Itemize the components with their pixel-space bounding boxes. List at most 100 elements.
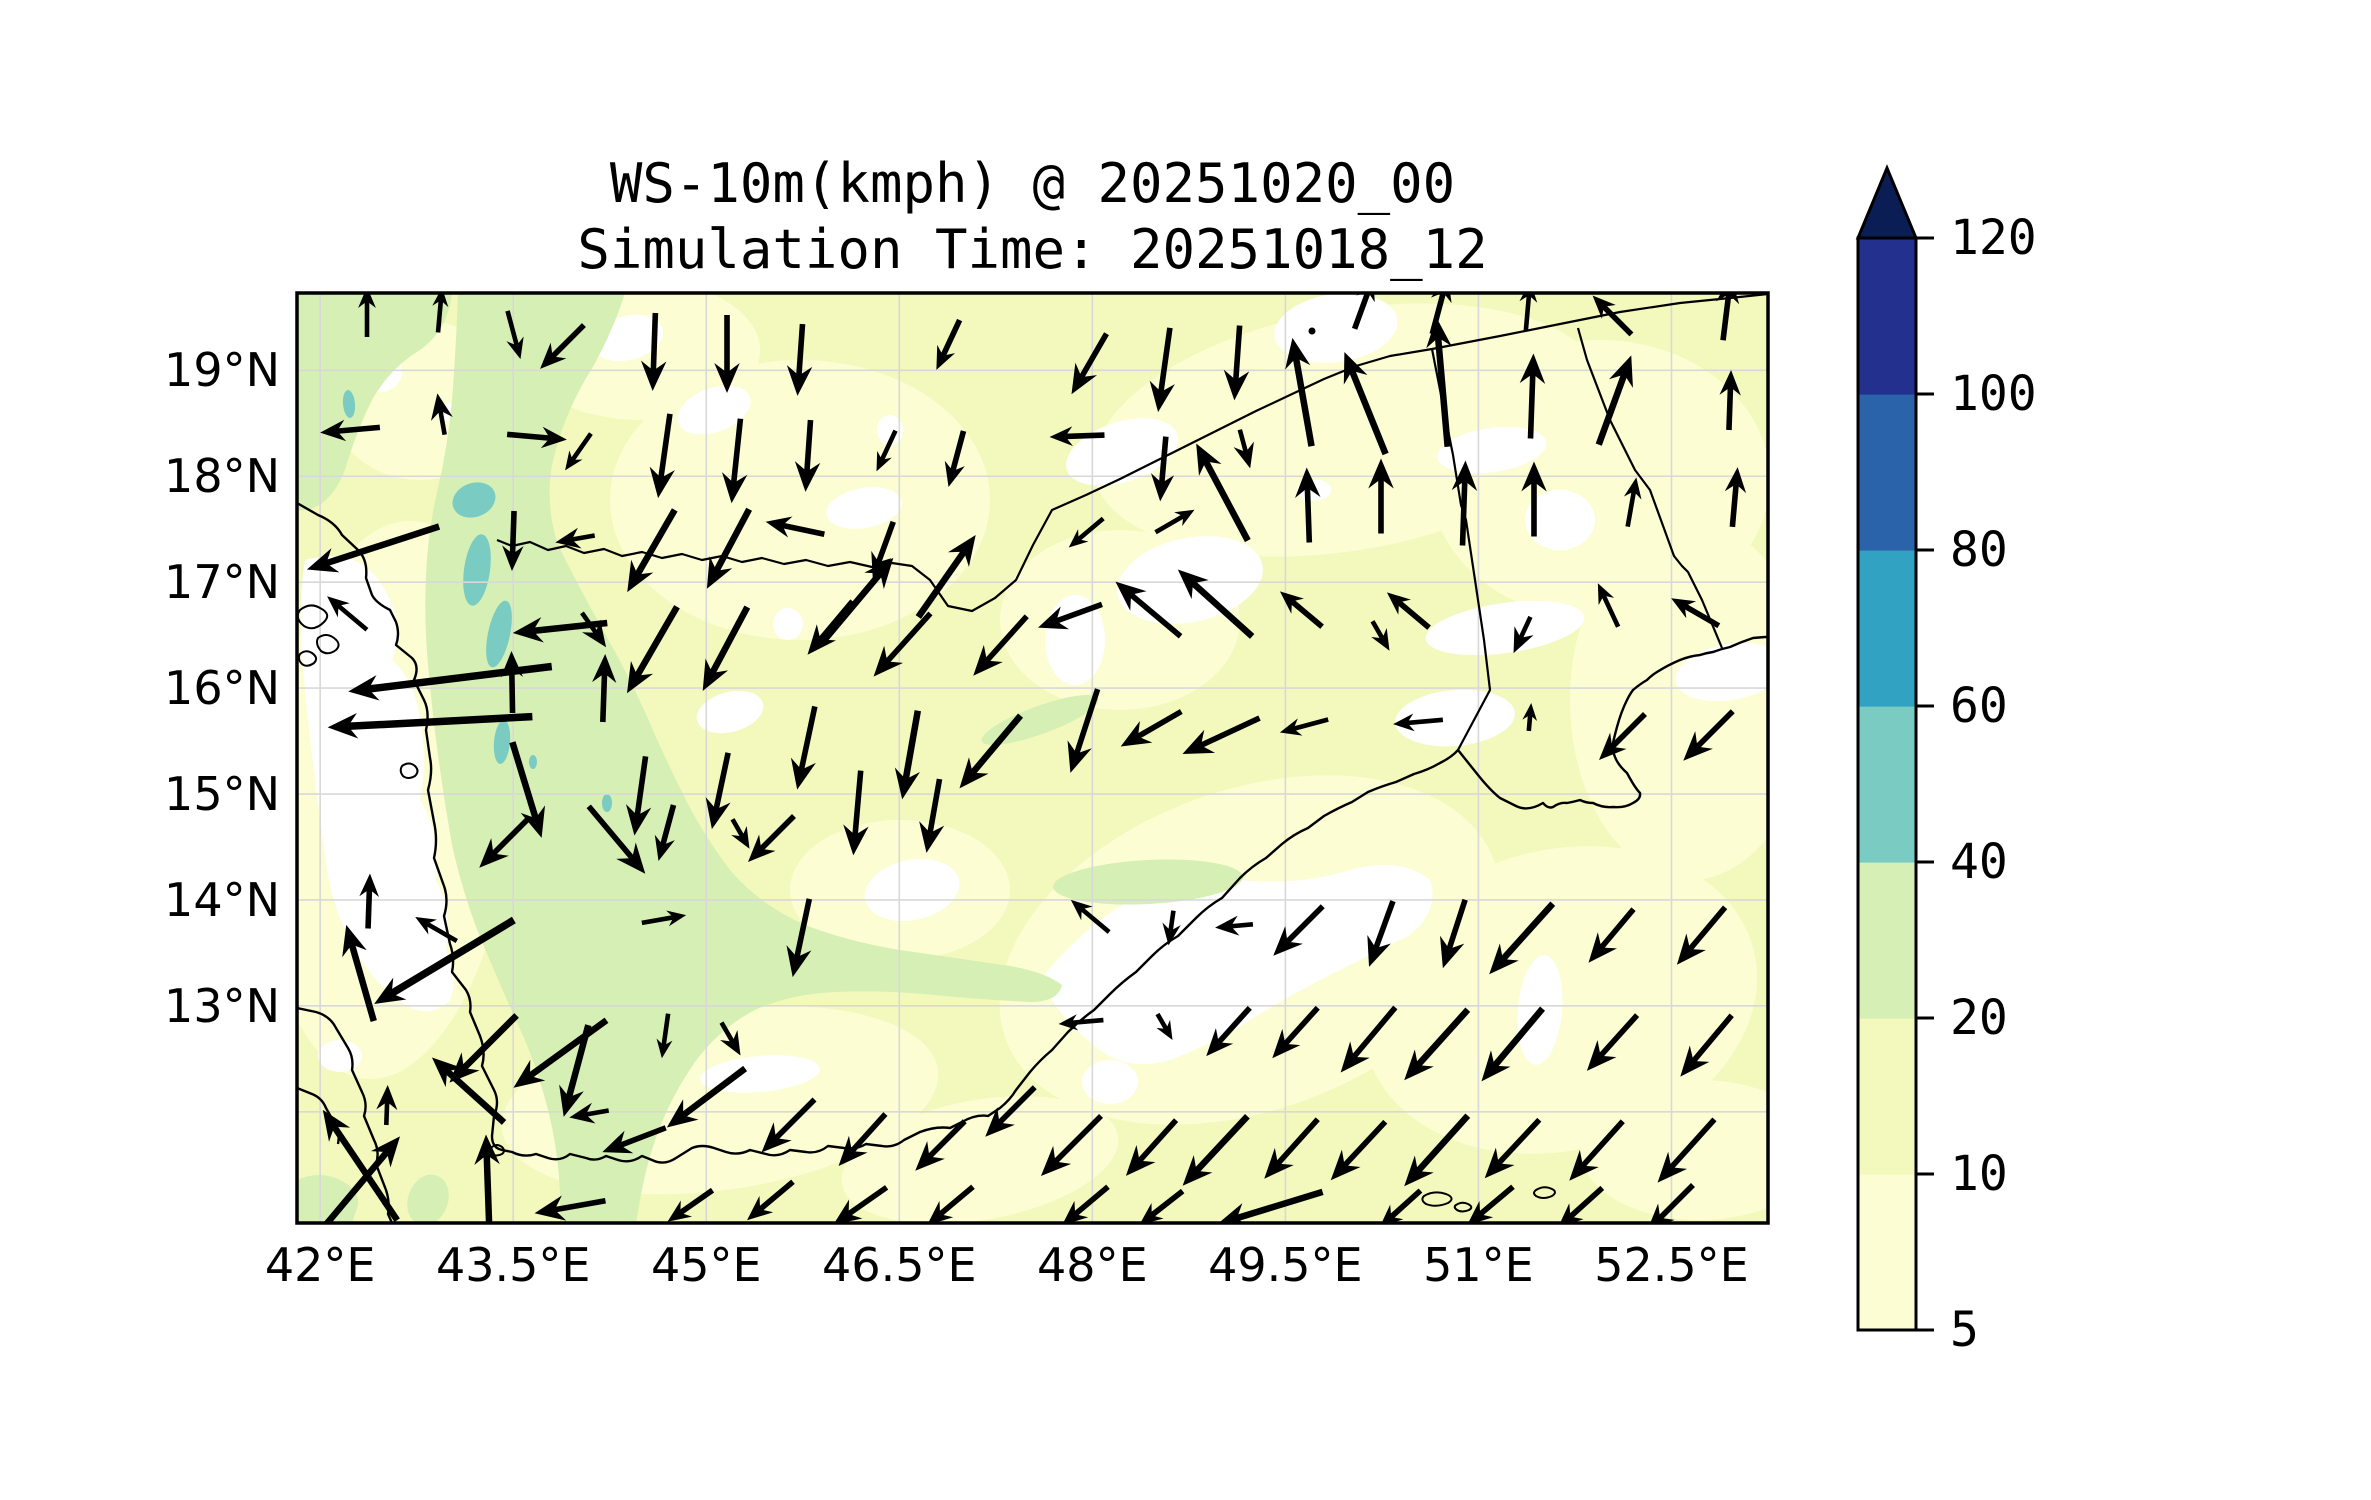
wind-arrow-shaft: [384, 1101, 390, 1126]
wind-arrow: [915, 1119, 967, 1171]
wind-arrow-shaft: [849, 1112, 888, 1154]
wind-arrow: [1155, 1012, 1173, 1040]
wind-arrow-shaft: [650, 312, 659, 371]
wind-arrow: [1671, 598, 1721, 629]
wind-arrow-head: [1683, 731, 1713, 761]
wind-arrow-shaft: [1610, 712, 1647, 749]
wind-arrow: [449, 1013, 519, 1083]
wind-arrow-shaft: [1595, 373, 1628, 446]
wind-arrow: [509, 741, 546, 838]
wind-arrow-shaft: [798, 705, 818, 771]
wind-arrow-shaft: [1349, 369, 1389, 456]
wind-arrow: [374, 916, 516, 1004]
contour-patch-lt5: [1082, 1060, 1138, 1104]
wind-arrow-head: [342, 924, 367, 958]
wind-arrow-shaft: [1065, 432, 1105, 440]
wind-arrow-head: [1264, 1147, 1294, 1179]
wind-arrow: [1071, 332, 1109, 395]
wind-arrow: [1223, 325, 1250, 401]
wind-arrow: [1294, 467, 1321, 543]
colorbar-segment: [1858, 862, 1916, 1019]
wind-arrow-shaft: [1199, 715, 1261, 748]
wind-arrow: [807, 599, 855, 655]
wind-arrow-shaft: [1720, 293, 1732, 341]
contour-patch-band_40_60: [463, 534, 491, 606]
island-outline: [399, 762, 419, 779]
wind-arrow-shaft: [1055, 601, 1103, 624]
wind-arrow-shaft: [1149, 1188, 1185, 1218]
wind-arrow-shaft: [661, 1013, 671, 1046]
wind-arrow-shaft: [435, 300, 444, 333]
contour-patch-band_5_10: [1580, 1080, 1768, 1220]
wind-arrow-head: [1162, 922, 1181, 946]
wind-arrow-head: [1569, 1149, 1599, 1181]
wind-arrow: [1177, 569, 1255, 639]
wind-arrow-head: [838, 1135, 868, 1167]
wind-arrow-head: [765, 516, 793, 538]
wind-arrow-shaft: [508, 668, 516, 714]
wind-arrow-shaft: [1601, 304, 1634, 337]
contour-patch-lt5: [696, 690, 764, 734]
wind-arrow-shaft: [554, 1197, 606, 1213]
contour-patch-band_40_60: [529, 755, 537, 769]
wind-arrow-head: [919, 821, 945, 853]
wind-arrow-head: [1340, 1041, 1370, 1073]
wind-arrow: [1519, 293, 1538, 332]
wind-arrow-shaft: [641, 915, 674, 926]
wind-arrow-head: [1049, 426, 1073, 446]
island-outline: [1453, 1201, 1473, 1213]
wind-arrow: [479, 816, 531, 868]
colorbar-segment: [1858, 550, 1916, 707]
wind-arrow-shaft: [506, 431, 551, 441]
wind-arrow-shaft: [1459, 480, 1468, 546]
island-outline: [1533, 1186, 1556, 1199]
wind-arrow-head: [1724, 467, 1747, 494]
colorbar-tick-label: 40: [1950, 834, 2008, 890]
wind-arrow-head: [1440, 935, 1465, 969]
wind-arrow-head: [649, 466, 675, 499]
wind-arrow: [1716, 293, 1740, 341]
wind-arrow: [627, 605, 680, 694]
wind-arrow-head: [705, 797, 731, 830]
wind-arrow: [1279, 591, 1324, 629]
wind-arrow-head: [506, 336, 524, 360]
wind-arrow: [540, 323, 586, 369]
wind-arrow-shaft: [1129, 592, 1183, 639]
contour-patch-band_20_40: [531, 304, 549, 336]
wind-arrow: [627, 508, 678, 593]
wind-arrow-shaft: [634, 755, 649, 816]
plot-subtitle: Simulation Time: 20251018_12: [577, 218, 1488, 281]
wind-arrow-head: [327, 596, 350, 618]
wind-arrow-shaft: [781, 522, 825, 537]
wind-arrow: [415, 917, 458, 943]
wind-arrow-shaft: [1526, 714, 1533, 732]
wind-arrow-shaft: [1080, 907, 1111, 934]
wind-arrow-head: [720, 1030, 741, 1056]
wind-arrow-head: [1481, 1050, 1511, 1082]
wind-arrow-head: [322, 1109, 351, 1142]
wind-arrow: [1426, 317, 1452, 448]
coastline: [297, 1006, 394, 1223]
wind-arrow-shaft: [1492, 1006, 1546, 1068]
wind-arrow-shaft: [1601, 594, 1621, 628]
contour-patch-band_20_40: [425, 293, 1062, 1223]
wind-arrow-head: [1343, 352, 1368, 385]
wind-arrow-shaft: [1726, 387, 1734, 431]
wind-arrow: [1340, 1005, 1398, 1073]
wind-arrow-head: [1067, 740, 1092, 773]
contour-patch-band_20_40: [407, 1174, 449, 1223]
lat-tick-label: 15°N: [164, 767, 280, 821]
wind-arrow-shaft: [1053, 1113, 1104, 1164]
colorbar-tick-label: 10: [1950, 1146, 2008, 1202]
wind-arrow-head: [1426, 317, 1452, 349]
wind-arrow: [320, 419, 381, 442]
wind-arrow: [1676, 905, 1728, 965]
wind-arrow: [1154, 509, 1195, 535]
wind-arrow: [474, 1134, 500, 1223]
wind-arrow: [747, 1179, 795, 1221]
wind-arrow: [625, 755, 652, 836]
wind-arrow-shaft: [1216, 1005, 1252, 1045]
wind-arrow-head: [627, 660, 654, 694]
wind-arrow-shaft: [927, 1119, 967, 1159]
